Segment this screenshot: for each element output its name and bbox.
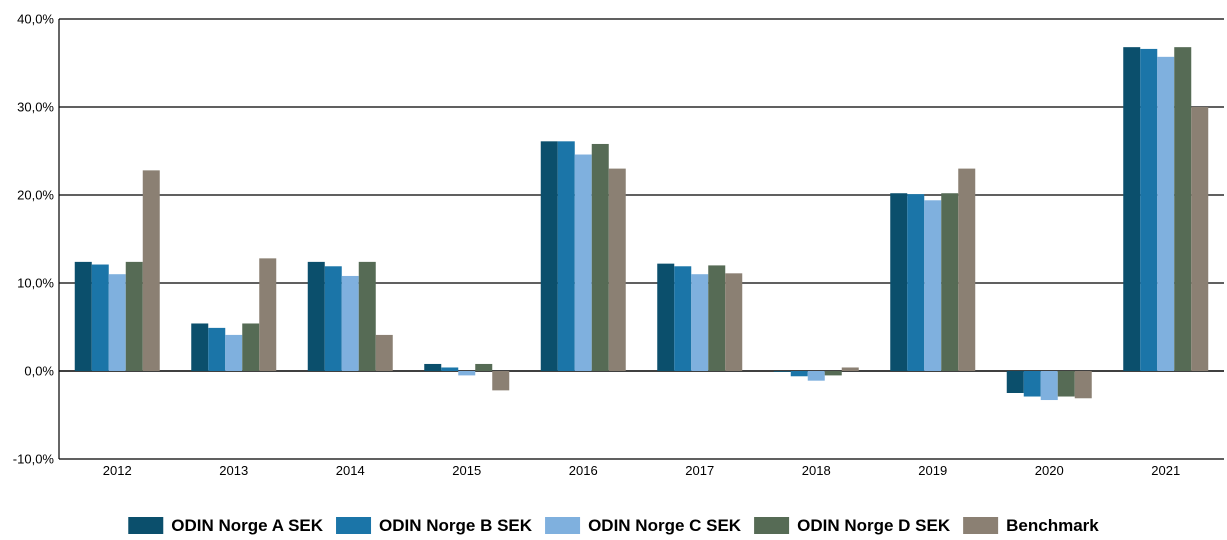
bar — [1157, 56, 1175, 372]
bar — [924, 200, 942, 371]
legend-label: ODIN Norge C SEK — [588, 516, 742, 535]
bar — [358, 261, 376, 371]
bar — [725, 273, 743, 371]
bar — [674, 266, 692, 371]
bar — [1123, 47, 1141, 371]
x-tick-label: 2013 — [219, 463, 248, 478]
x-tick-label: 2017 — [685, 463, 714, 478]
legend-label: ODIN Norge B SEK — [379, 516, 533, 535]
bar — [225, 334, 243, 371]
bar — [557, 141, 575, 371]
bar — [375, 334, 393, 371]
x-tick-label: 2012 — [103, 463, 132, 478]
bar — [958, 168, 976, 371]
bar — [608, 168, 626, 371]
x-tick-label: 2015 — [452, 463, 481, 478]
bar — [1140, 48, 1158, 372]
bar — [941, 193, 959, 371]
bar — [1006, 371, 1024, 393]
bar — [890, 193, 908, 371]
legend-swatch — [754, 517, 790, 534]
bar — [475, 363, 493, 371]
bar — [841, 367, 859, 371]
legend: ODIN Norge A SEK ODIN Norge B SEK ODIN Nor… — [128, 516, 1099, 535]
bar — [74, 261, 92, 371]
bar — [492, 371, 510, 391]
bar — [441, 367, 459, 371]
legend-swatch — [128, 517, 164, 534]
bar — [773, 371, 791, 372]
y-tick-label: 30,0% — [17, 100, 54, 115]
bar — [1040, 371, 1058, 401]
x-tick-label: 2020 — [1035, 463, 1064, 478]
legend-swatch — [963, 517, 999, 534]
legend-swatch — [336, 517, 372, 534]
bar — [324, 266, 342, 371]
bar — [790, 371, 808, 377]
y-tick-label: 0,0% — [24, 364, 54, 379]
bar — [208, 327, 226, 371]
x-tick-label: 2016 — [569, 463, 598, 478]
bar — [1057, 371, 1075, 397]
y-tick-label: 40,0% — [17, 12, 54, 27]
legend-label: ODIN Norge D SEK — [797, 516, 951, 535]
bar — [1174, 47, 1192, 371]
bar — [259, 258, 277, 371]
bar — [108, 274, 126, 371]
bars — [74, 47, 1209, 401]
bar — [657, 263, 675, 371]
bar — [591, 143, 609, 371]
bar — [341, 275, 359, 371]
x-tick-label: 2021 — [1151, 463, 1180, 478]
x-tick-label: 2014 — [336, 463, 365, 478]
bar — [1191, 107, 1209, 371]
y-tick-label: 20,0% — [17, 188, 54, 203]
y-tick-label: -10,0% — [13, 452, 55, 467]
bar — [91, 264, 109, 371]
bar — [1023, 371, 1041, 397]
bar — [242, 323, 260, 371]
bar — [708, 265, 726, 371]
bar — [691, 274, 709, 371]
bar — [424, 363, 442, 371]
bar — [907, 194, 925, 371]
x-tick-label: 2019 — [918, 463, 947, 478]
bar — [807, 371, 825, 381]
bar — [191, 323, 209, 371]
bar — [540, 141, 558, 371]
bar — [824, 371, 842, 376]
bar — [574, 154, 592, 371]
bar — [125, 261, 143, 371]
legend-swatch — [545, 517, 581, 534]
y-axis-ticks: -10,0% 0,0% 10,0% 20,0% 30,0% 40,0% — [13, 12, 55, 467]
x-tick-label: 2018 — [802, 463, 831, 478]
bar — [142, 170, 160, 371]
y-tick-label: 10,0% — [17, 276, 54, 291]
legend-label: Benchmark — [1006, 516, 1099, 535]
bar — [1074, 371, 1092, 399]
bar — [458, 371, 476, 376]
legend-label: ODIN Norge A SEK — [171, 516, 323, 535]
bar — [307, 261, 325, 371]
x-axis-ticks: 2012 2013 2014 2015 2016 2017 2018 2019 2020 2021 — [103, 463, 1180, 478]
